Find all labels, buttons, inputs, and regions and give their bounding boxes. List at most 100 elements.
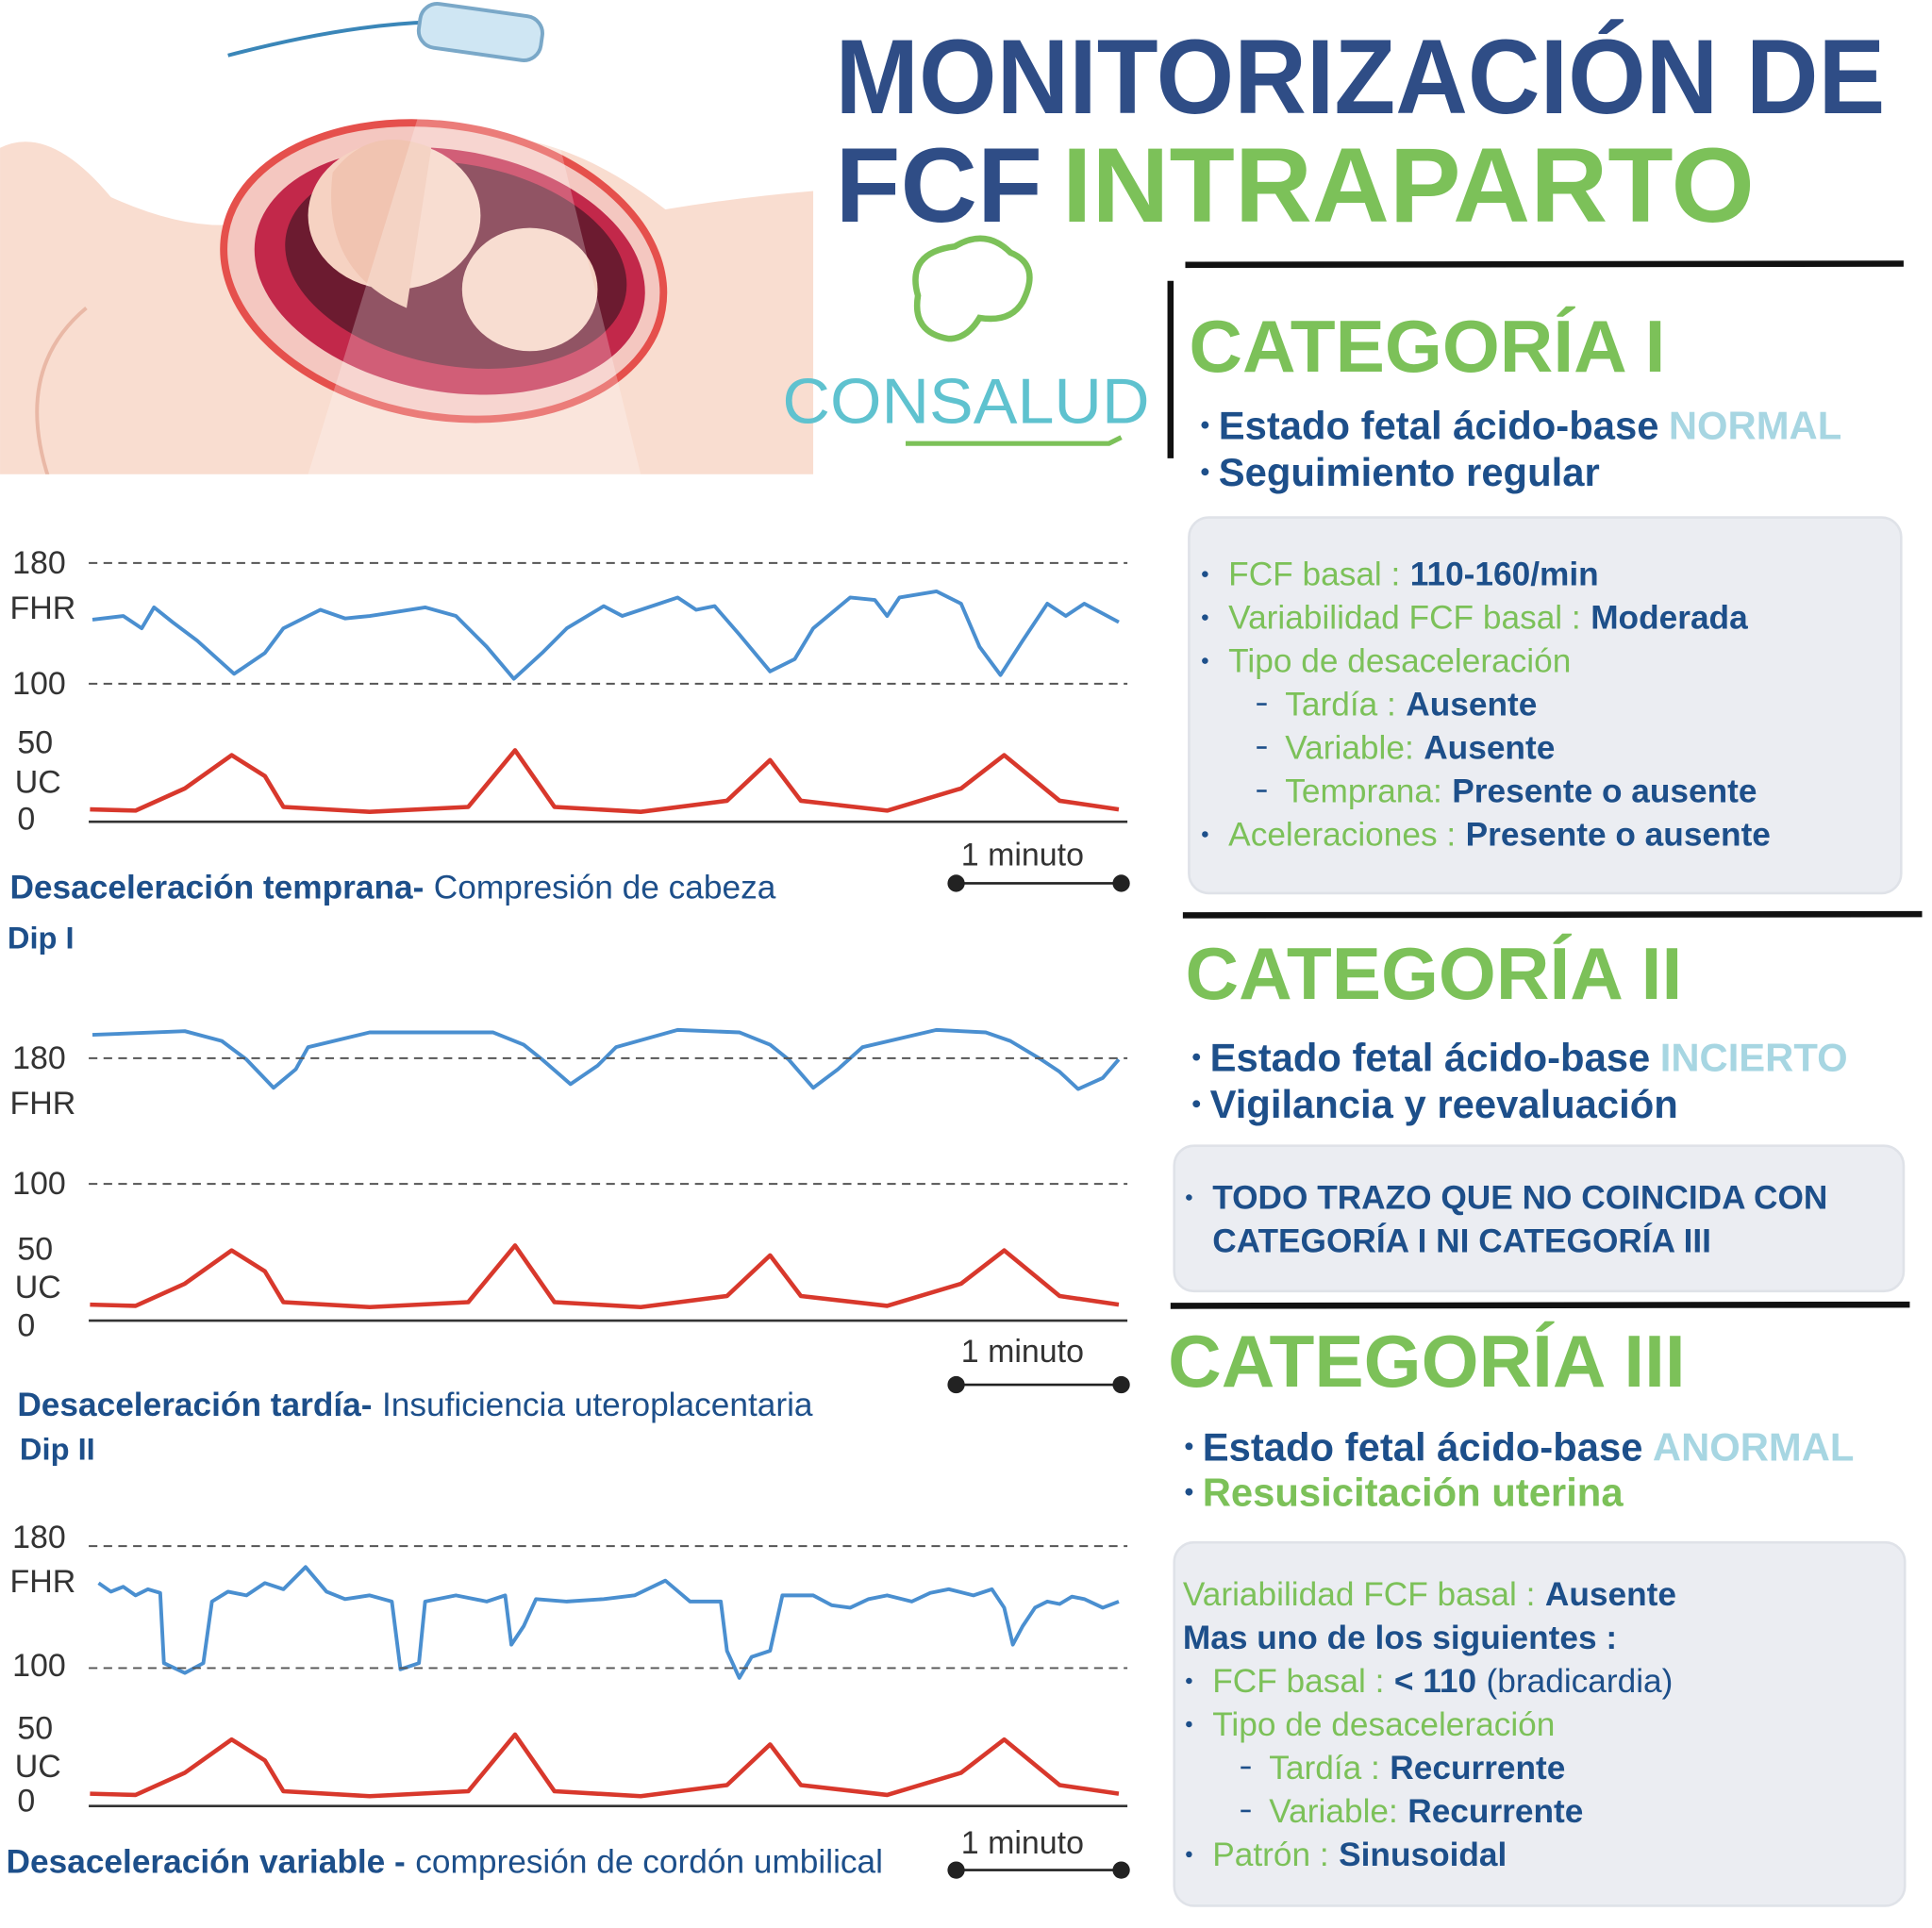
text-span: ANORMAL xyxy=(1653,1424,1855,1469)
text-span: 110-160/min xyxy=(1410,556,1599,592)
text-line: FCF basal : 110-160/min xyxy=(1228,556,1599,592)
axis-label: 100 xyxy=(12,666,66,702)
text-span: Estado fetal ácido-base xyxy=(1210,1035,1651,1079)
axis-label: 0 xyxy=(17,802,35,838)
scale-label: 1 minuto xyxy=(961,1825,1084,1861)
text-span: Compresión de cabeza xyxy=(434,869,776,906)
axis-label: 0 xyxy=(17,1783,35,1819)
info-box xyxy=(1173,1540,1907,1907)
title-line: INTRAPARTO xyxy=(1062,125,1755,244)
dip-label: Dip I xyxy=(8,920,75,955)
text-line: Estado fetal ácido-base NORMAL xyxy=(1219,403,1842,447)
text-span: Tipo de desaceleración xyxy=(1228,642,1571,679)
text-span: Mas uno de los siguientes : xyxy=(1183,1620,1617,1656)
axis-label: 180 xyxy=(12,1520,66,1555)
text-span: Ausente xyxy=(1406,686,1537,723)
text-span: Recurrente xyxy=(1390,1749,1565,1786)
bullet xyxy=(1202,614,1208,621)
illustration xyxy=(0,1,814,481)
bullet xyxy=(1186,1851,1192,1858)
text-span: Tardía : xyxy=(1269,1749,1380,1786)
text-span: compresión de cordón umbilical xyxy=(415,1843,883,1880)
text-span: Variable: xyxy=(1285,729,1414,766)
bullet xyxy=(947,1861,965,1879)
axis-label: UC xyxy=(15,1270,61,1305)
text-span: Moderada xyxy=(1591,599,1748,636)
uc-curve xyxy=(90,1732,1120,1799)
text-span: Variable: xyxy=(1269,1792,1398,1829)
text-span: Desaceleración temprana- xyxy=(9,869,424,906)
text-span: Tardía : xyxy=(1285,686,1396,723)
axis-label: 100 xyxy=(12,1648,66,1684)
category-title: CATEGORÍA I xyxy=(1189,305,1665,388)
text-span: CATEGORÍA I NI CATEGORÍA III xyxy=(1212,1222,1711,1259)
text-line: Vigilancia y reevaluación xyxy=(1210,1082,1678,1126)
title-line: FCF xyxy=(836,125,1042,244)
text-line: Variabilidad FCF basal : Moderada xyxy=(1228,599,1748,636)
logo-text: CONSALUD xyxy=(782,366,1149,437)
trace-panel xyxy=(0,474,1158,1928)
bullet xyxy=(1185,1488,1193,1496)
text-line: Tipo de desaceleración xyxy=(1212,1705,1555,1742)
caption: Desaceleración temprana- Compresión de ca… xyxy=(9,869,775,906)
text-span: Insuficiencia uteroplacentaria xyxy=(382,1386,813,1422)
text-span: Resusicitación uterina xyxy=(1203,1470,1624,1514)
text-line: Mas uno de los siguientes : xyxy=(1183,1620,1617,1656)
text-line: CATEGORÍA I NI CATEGORÍA III xyxy=(1212,1222,1711,1259)
bullet xyxy=(1192,1053,1201,1061)
fhr-curve xyxy=(97,1565,1120,1680)
axis-label: UC xyxy=(15,1749,61,1785)
axis-label: 180 xyxy=(12,1040,66,1076)
axis-label: UC xyxy=(15,764,61,800)
text-line: Variabilidad FCF basal : Ausente xyxy=(1183,1576,1676,1613)
text-span: INCIERTO xyxy=(1660,1035,1848,1079)
text-span: Recurrente xyxy=(1407,1792,1583,1829)
text-span: Presente o ausente xyxy=(1452,773,1757,809)
axis-label: 0 xyxy=(17,1307,35,1343)
text-span: Estado fetal ácido-base xyxy=(1203,1424,1643,1469)
bullet xyxy=(1186,1720,1192,1728)
text-span: Ausente xyxy=(1424,729,1555,766)
category-title: CATEGORÍA III xyxy=(1168,1320,1686,1403)
text-line: Seguimiento regular xyxy=(1219,450,1600,494)
text-line: Resusicitación uterina xyxy=(1203,1470,1624,1514)
text-span: Variabilidad FCF basal : xyxy=(1228,599,1581,636)
fhr-curve xyxy=(92,1027,1121,1091)
text-line: Estado fetal ácido-base INCIERTO xyxy=(1210,1035,1848,1079)
bullet xyxy=(1185,1442,1193,1451)
bullet xyxy=(1192,1100,1201,1108)
caption: Desaceleración tardía- Insuficiencia uter… xyxy=(17,1386,813,1422)
axis-label: 100 xyxy=(12,1166,66,1202)
text-line: Tipo de desaceleración xyxy=(1228,642,1571,679)
trace-curves xyxy=(89,1027,1128,1322)
info-box xyxy=(1188,516,1903,895)
bullet xyxy=(1201,421,1209,429)
scale-label: 1 minuto xyxy=(961,1334,1084,1370)
axis-label: FHR xyxy=(9,1086,75,1122)
text-line: Variable: Ausente xyxy=(1285,729,1555,766)
text-span: < 110 xyxy=(1394,1663,1476,1700)
axis-label: FHR xyxy=(9,590,75,626)
bullet xyxy=(1202,657,1208,664)
text-span: Aceleraciones : xyxy=(1228,816,1456,853)
text-line: Tardía : Recurrente xyxy=(1269,1749,1565,1786)
traces xyxy=(89,561,1128,1808)
bullet xyxy=(1186,1194,1192,1201)
info-box xyxy=(1173,1144,1906,1293)
separators xyxy=(1167,260,1923,1309)
caption: Desaceleración variable - compresión de c… xyxy=(7,1843,883,1880)
text-span: Tipo de desaceleración xyxy=(1212,1705,1555,1742)
text-span: FCF basal : xyxy=(1228,556,1400,592)
trace-curves xyxy=(89,1545,1128,1808)
text-span: Seguimiento regular xyxy=(1219,450,1600,494)
bullet xyxy=(947,1375,965,1394)
title-line: MONITORIZACIÓN DE xyxy=(836,17,1886,136)
logo xyxy=(906,235,1123,446)
text-span: Estado fetal ácido-base xyxy=(1219,403,1659,447)
bullet xyxy=(1112,1861,1130,1879)
bullet xyxy=(1186,1677,1192,1685)
bullet xyxy=(947,874,965,892)
bullet xyxy=(1202,571,1208,577)
text-line: Tardía : Ausente xyxy=(1285,686,1537,723)
